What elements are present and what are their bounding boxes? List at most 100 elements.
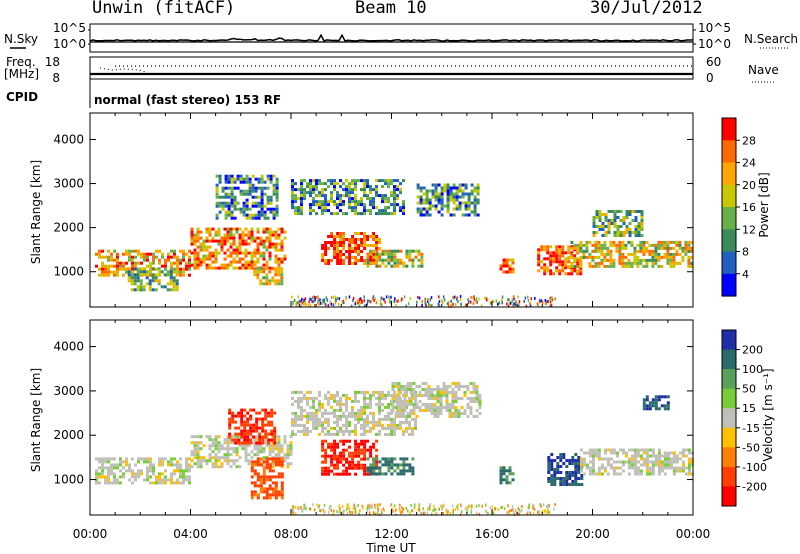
- cpid-label: CPID: [6, 90, 38, 104]
- x-tick-label: 00:00: [73, 527, 108, 541]
- colorbar-tick-label: -200: [742, 480, 767, 493]
- noise-tick-left-bottom: 10^0: [53, 37, 86, 51]
- colorbar-swatch: [722, 251, 736, 275]
- freq-label: Freq.: [6, 55, 36, 69]
- echo-region: [95, 457, 191, 485]
- velocity-y-axis: 1000 2000 3000 4000: [53, 320, 694, 515]
- echo-region: [228, 408, 277, 445]
- y-tick-label: 4000: [53, 340, 84, 354]
- nave-tick-bottom: 0: [706, 71, 714, 85]
- time-axis-label: Time UT: [365, 541, 416, 554]
- echo-region: [215, 174, 279, 220]
- freq-tick-top: 18: [45, 55, 60, 69]
- noise-tick-right-top: 10^5: [698, 21, 731, 35]
- colorbar-swatch: [722, 408, 736, 429]
- colorbar-swatch: [722, 466, 736, 487]
- power-colorbar-label: Power [dB]: [757, 172, 771, 237]
- freq-panel: 18 8 60 0 Freq. [MHz] Nave: [4, 55, 779, 85]
- y-tick-label: 2000: [53, 428, 84, 442]
- echo-region: [499, 466, 515, 485]
- power-panel: 1000 2000 3000 4000 Slant Range [km] 4 8 12 16…: [29, 112, 771, 308]
- ground-scatter-speckle: [291, 503, 556, 516]
- colorbar-swatch: [722, 349, 736, 370]
- echo-region: [547, 453, 584, 486]
- noise-tick-right-bottom: 10^0: [698, 37, 731, 51]
- velocity-colorbar: 200 100 50 15 -15 -50 -100 -200: [721, 329, 767, 507]
- velocity-colorbar-label: Velocity [m s⁻¹]: [761, 368, 775, 461]
- colorbar-swatch: [722, 369, 736, 390]
- echo-region: [190, 227, 287, 270]
- power-y-label: Slant Range [km]: [29, 160, 43, 264]
- colorbar-tick-label: 12: [742, 223, 756, 236]
- ground-scatter-speckle: [291, 295, 556, 308]
- colorbar-swatch: [722, 427, 736, 448]
- colorbar-swatch: [722, 140, 736, 164]
- colorbar-tick-label: 200: [742, 344, 763, 357]
- colorbar-tick-label: 50: [742, 383, 756, 396]
- colorbar-swatch: [722, 273, 736, 297]
- colorbar-swatch: [722, 184, 736, 208]
- x-tick-label: 00:00: [676, 527, 711, 541]
- echo-region: [642, 395, 670, 411]
- colorbar-swatch: [722, 447, 736, 468]
- y-tick-label: 2000: [53, 221, 84, 235]
- x-tick-label: 08:00: [274, 527, 309, 541]
- power-echo-layer: [95, 174, 694, 308]
- y-tick-label: 1000: [53, 265, 84, 279]
- power-y-axis: 1000 2000 3000 4000: [53, 113, 694, 307]
- echo-region: [391, 382, 482, 418]
- date-title: 30/Jul/2012: [590, 0, 703, 18]
- echo-region: [366, 249, 424, 268]
- colorbar-frame: [721, 329, 737, 507]
- colorbar-swatch: [722, 229, 736, 253]
- cpid-row: CPID normal (fast stereo) 153 RF: [6, 79, 281, 108]
- y-tick-label: 3000: [53, 384, 84, 398]
- colorbar-tick-label: 28: [742, 134, 756, 147]
- colorbar-swatch: [722, 330, 736, 351]
- echo-region: [321, 439, 379, 476]
- velocity-y-label: Slant Range [km]: [29, 368, 43, 472]
- echo-region: [250, 457, 284, 500]
- colorbar-swatch: [722, 207, 736, 230]
- colorbar-swatch: [722, 388, 736, 409]
- colorbar-tick-label: 20: [742, 179, 756, 192]
- colorbar-swatch: [722, 486, 736, 507]
- colorbar-tick-label: -100: [742, 461, 767, 474]
- colorbar-tick-label: -50: [742, 441, 760, 454]
- noise-panel: 10^5 10^0 10^5 10^0 N.Sky N.Search: [4, 21, 798, 53]
- y-tick-label: 3000: [53, 177, 84, 191]
- x-tick-label: 04:00: [173, 527, 208, 541]
- noise-tick-left-top: 10^5: [53, 21, 86, 35]
- velocity-panel: 1000 2000 3000 4000 Slant Range [km] 200 100…: [29, 319, 775, 554]
- colorbar-swatch: [722, 162, 736, 186]
- echo-region: [416, 183, 480, 217]
- echo-region: [253, 267, 284, 286]
- echo-region: [127, 267, 179, 292]
- echo-region: [291, 390, 417, 436]
- echo-region: [592, 210, 644, 237]
- echo-region: [366, 457, 415, 476]
- colorbar-tick-label: 15: [742, 402, 756, 415]
- station-title: Unwin (fitACF): [92, 0, 236, 18]
- colorbar-tick-label: -15: [742, 422, 760, 435]
- colorbar-tick-label: 8: [742, 246, 749, 259]
- y-tick-label: 4000: [53, 132, 84, 146]
- power-colorbar: 4 8 12 16 20 24 28: [721, 117, 756, 297]
- colorbar-tick-label: 24: [742, 157, 756, 170]
- x-tick-label: 16:00: [475, 527, 510, 541]
- time-x-axis: 00:00 04:00 08:00 12:00 16:00 20:00 00:00: [73, 527, 711, 541]
- noise-trace: [89, 33, 694, 42]
- echo-region: [579, 448, 694, 476]
- colorbar-tick-label: 100: [742, 363, 763, 376]
- beam-title: Beam 10: [355, 0, 427, 18]
- colorbar-tick-label: 16: [742, 201, 756, 214]
- colorbar-tick-label: 4: [742, 268, 749, 281]
- echo-region: [499, 258, 515, 274]
- echo-region: [321, 232, 382, 265]
- freq-tick-bottom: 8: [52, 71, 60, 85]
- y-tick-label: 1000: [53, 473, 84, 487]
- x-tick-label: 20:00: [575, 527, 610, 541]
- echo-region: [567, 240, 694, 268]
- colorbar-swatch: [722, 118, 736, 141]
